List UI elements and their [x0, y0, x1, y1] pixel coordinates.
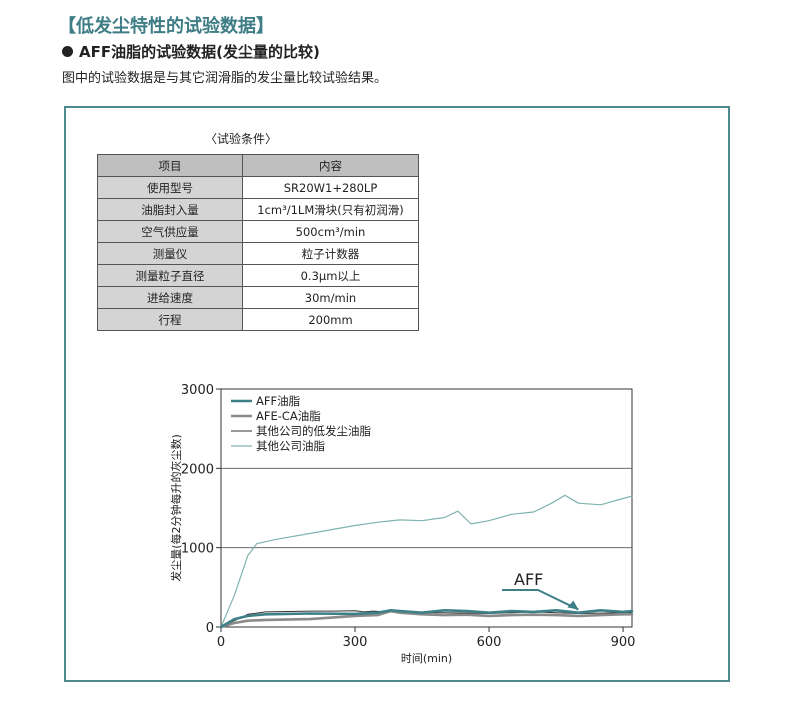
page-title: 【低发尘特性的试验数据】: [58, 16, 274, 37]
table-row: 油脂封入量 1cm³/1LM滑块(只有初润滑): [97, 198, 419, 221]
table-row: 使用型号 SR20W1+280LP: [97, 176, 419, 199]
table-cell-content: 1cm³/1LM滑块(只有初润滑): [242, 198, 419, 221]
legend-label: AFF油脂: [256, 394, 300, 408]
intro-text: 图中的试验数据是与其它润滑脂的发尘量比较试验结果。: [62, 71, 388, 86]
table-cell-item: 测量仪: [97, 242, 243, 265]
table-row: 行程 200mm: [97, 308, 419, 331]
series-line: [220, 494, 633, 628]
table-cell-content: 0.3µm以上: [242, 264, 419, 287]
table-row: 测量仪 粒子计数器: [97, 242, 419, 265]
table-cell-item: 空气供应量: [97, 220, 243, 243]
y-tick-label: 2000: [181, 462, 214, 477]
section-subtitle-text: AFF油脂的试验数据(发尘量的比较): [79, 43, 320, 61]
y-tick-label: 0: [206, 621, 214, 636]
conditions-title: 〈试验条件〉: [205, 132, 278, 146]
x-tick-label: 600: [477, 635, 502, 650]
legend-label: 其他公司油脂: [256, 439, 325, 453]
x-tick-label: 300: [343, 635, 368, 650]
x-tick-label: 900: [611, 635, 636, 650]
plot-area: [220, 388, 633, 628]
series-line: [219, 608, 634, 629]
table-cell-content: 30m/min: [242, 286, 419, 309]
conditions-table: 项目 内容 使用型号 SR20W1+280LP 油脂封入量 1cm³/1LM滑块(只…: [97, 154, 419, 331]
table-cell-content: 粒子计数器: [242, 242, 419, 265]
series-line: [219, 609, 634, 629]
table-cell-item: 使用型号: [97, 176, 243, 199]
table-cell-content: 500cm³/min: [242, 220, 419, 243]
annotation-label: AFF: [514, 570, 543, 589]
y-tick-label: 1000: [181, 542, 214, 557]
legend-label: 其他公司的低发尘油脂: [256, 424, 371, 438]
chart-frame: [64, 106, 730, 682]
table-row: 空气供应量 500cm³/min: [97, 220, 419, 243]
conditions-header-content: 内容: [242, 154, 419, 177]
conditions-header-item: 项目: [97, 154, 243, 177]
section-subtitle: AFF油脂的试验数据(发尘量的比较): [62, 41, 320, 62]
x-tick-label: 0: [217, 635, 225, 650]
legend-label: AFE-CA油脂: [256, 409, 321, 423]
y-axis-label: 发尘量(每2分钟每升的灰尘数): [169, 434, 183, 582]
table-row: 进给速度 30m/min: [97, 286, 419, 309]
annotation-arrowhead: [567, 600, 579, 610]
x-axis-label: 时间(min): [401, 652, 452, 665]
annotation-arrow: [502, 589, 579, 611]
bullet-icon: [62, 46, 73, 57]
table-cell-item: 油脂封入量: [97, 198, 243, 221]
conditions-header-row: 项目 内容: [97, 154, 419, 177]
table-cell-item: 进给速度: [97, 286, 243, 309]
table-row: 测量粒子直径 0.3µm以上: [97, 264, 419, 287]
table-cell-item: 行程: [97, 308, 243, 331]
table-cell-content: 200mm: [242, 308, 419, 331]
table-cell-content: SR20W1+280LP: [242, 176, 419, 199]
table-cell-item: 测量粒子直径: [97, 264, 243, 287]
y-tick-label: 3000: [181, 383, 214, 398]
